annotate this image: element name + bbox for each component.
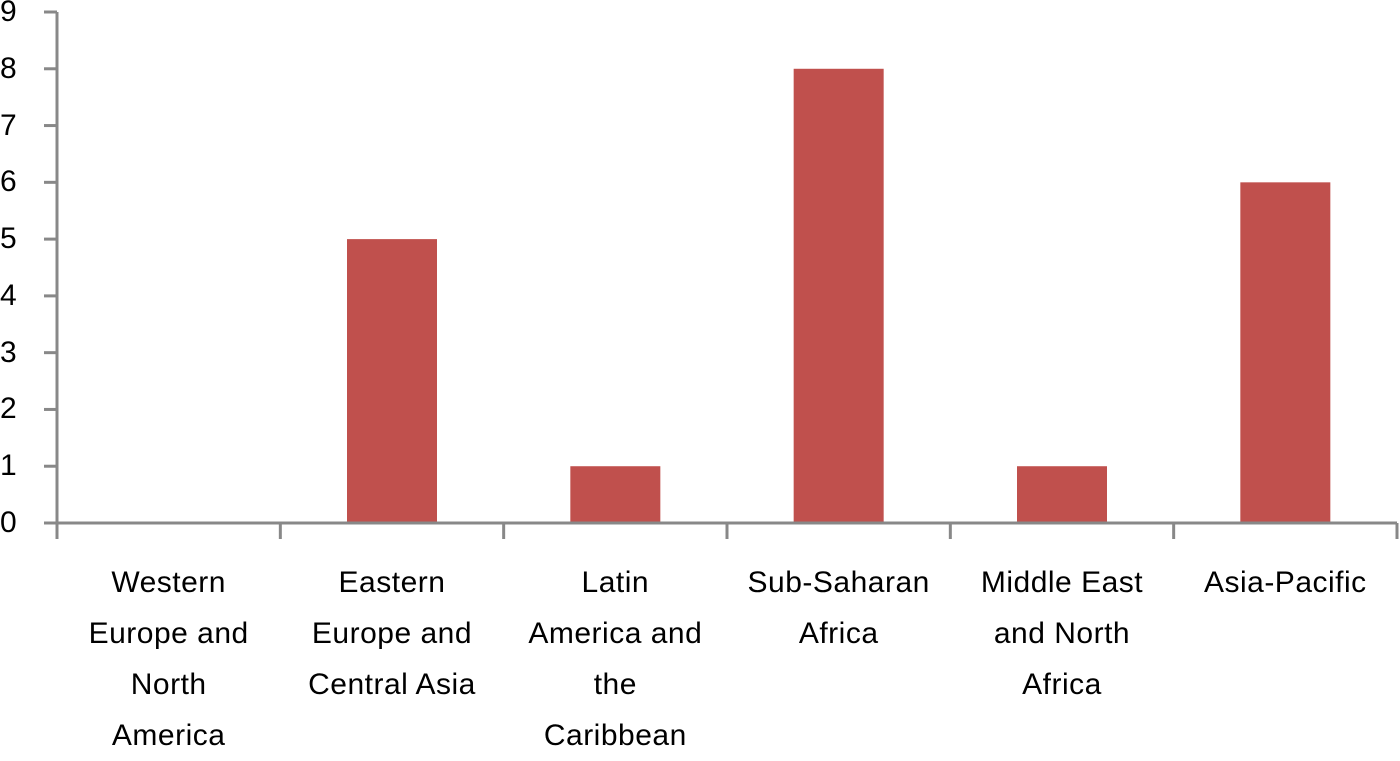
x-category-label: Middle East and North Africa xyxy=(950,557,1173,710)
y-tick-label: 4 xyxy=(0,278,17,312)
bar xyxy=(347,239,437,523)
bar xyxy=(1017,466,1107,523)
x-label-line: Eastern xyxy=(338,566,446,599)
x-label-line: America and xyxy=(528,617,703,650)
x-category-label: Latin America and the Caribbean xyxy=(504,557,727,761)
x-label-line: Central Asia xyxy=(308,668,476,701)
bar xyxy=(793,68,884,524)
y-tick-label: 5 xyxy=(0,222,17,256)
x-category-label: Eastern Europe and Central Asia xyxy=(280,557,503,710)
y-tick-label: 9 xyxy=(0,0,17,28)
x-category-label: Western Europe and North America xyxy=(57,557,280,761)
x-label-line: Europe and xyxy=(311,617,473,650)
x-label-line: Middle East xyxy=(980,566,1144,599)
y-tick-label: 8 xyxy=(0,51,17,85)
y-tick-label: 3 xyxy=(0,335,17,369)
bar xyxy=(1240,182,1331,524)
x-label-line: Caribbean xyxy=(543,719,687,752)
x-category-label: Asia-Pacific xyxy=(1174,557,1397,608)
x-label-line: Europe and xyxy=(88,617,249,650)
x-label-line: North xyxy=(130,668,207,701)
x-label-line: Africa xyxy=(798,617,879,650)
x-label-line: and North xyxy=(993,617,1131,650)
y-tick-label: 6 xyxy=(0,165,17,199)
y-tick-label: 2 xyxy=(0,392,17,426)
x-label-line: the xyxy=(593,668,637,701)
y-tick-label: 1 xyxy=(0,449,17,483)
bar xyxy=(570,466,661,523)
x-label-line: Africa xyxy=(1022,668,1102,701)
x-label-line: Asia-Pacific xyxy=(1203,566,1367,599)
x-category-label: Sub-Saharan Africa xyxy=(727,557,950,659)
y-tick-label: 0 xyxy=(0,506,17,539)
x-label-line: Latin xyxy=(581,566,650,599)
y-tick-label: 7 xyxy=(0,108,17,142)
x-label-line: Sub-Saharan xyxy=(747,566,930,599)
x-label-line: America xyxy=(111,719,226,752)
x-label-line: Western xyxy=(111,566,226,599)
